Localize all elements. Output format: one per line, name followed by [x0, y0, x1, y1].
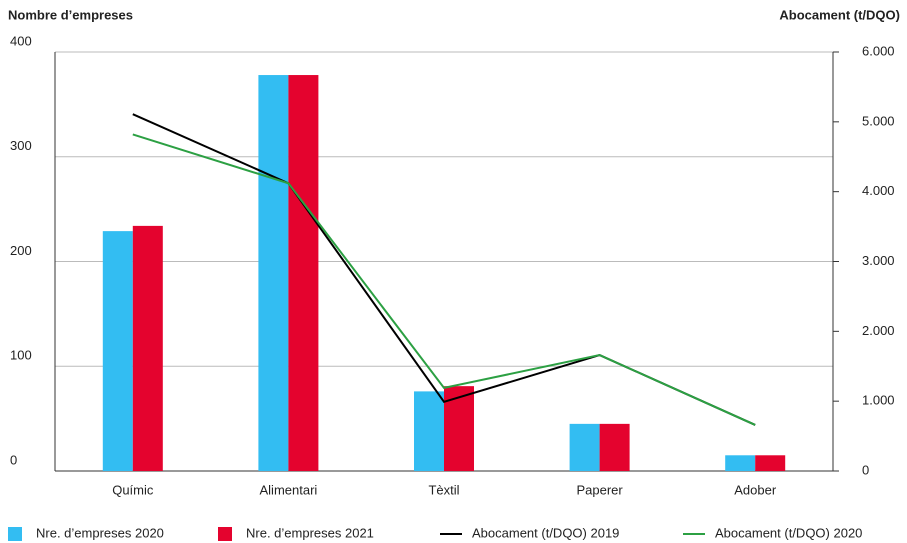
legend-label: Abocament (t/DQO) 2020	[715, 525, 862, 540]
bar	[258, 75, 289, 472]
y2-tick-label: 1.000	[862, 393, 895, 408]
y-tick-label: 400	[10, 33, 32, 48]
x-tick-label: Adober	[734, 482, 777, 497]
bar	[569, 423, 600, 471]
y-axis-title: Nombre d’empreses	[8, 7, 133, 22]
bar	[102, 231, 133, 471]
bar	[132, 225, 163, 471]
x-tick-label: Paperer	[576, 482, 623, 497]
legend-label: Nre. d’empreses 2020	[36, 525, 164, 540]
x-tick-label: Alimentari	[260, 482, 318, 497]
bar	[288, 75, 319, 472]
y-tick-label: 200	[10, 243, 32, 258]
bar	[414, 391, 444, 471]
y2-axis-title: Abocament (t/DQO)	[779, 7, 900, 22]
line-series	[132, 133, 756, 426]
legend-swatch	[8, 527, 22, 541]
legend-label: Abocament (t/DQO) 2019	[472, 525, 619, 540]
line-series	[132, 113, 756, 426]
y2-tick-label: 0	[862, 462, 869, 477]
bar	[444, 386, 474, 471]
bar	[725, 455, 756, 471]
y-tick-label: 300	[10, 138, 32, 153]
y2-tick-label: 6.000	[862, 43, 895, 58]
y2-tick-label: 4.000	[862, 183, 895, 198]
bar	[755, 455, 786, 471]
bar	[599, 423, 630, 471]
legend-label: Nre. d’empreses 2021	[246, 525, 374, 540]
y2-tick-label: 3.000	[862, 253, 895, 268]
x-tick-label: Tèxtil	[428, 482, 459, 497]
y2-tick-label: 5.000	[862, 113, 895, 128]
x-tick-label: Químic	[112, 482, 154, 497]
y2-tick-label: 2.000	[862, 323, 895, 338]
legend-swatch	[218, 527, 232, 541]
y-tick-label: 0	[10, 452, 17, 467]
y-tick-label: 100	[10, 348, 32, 363]
